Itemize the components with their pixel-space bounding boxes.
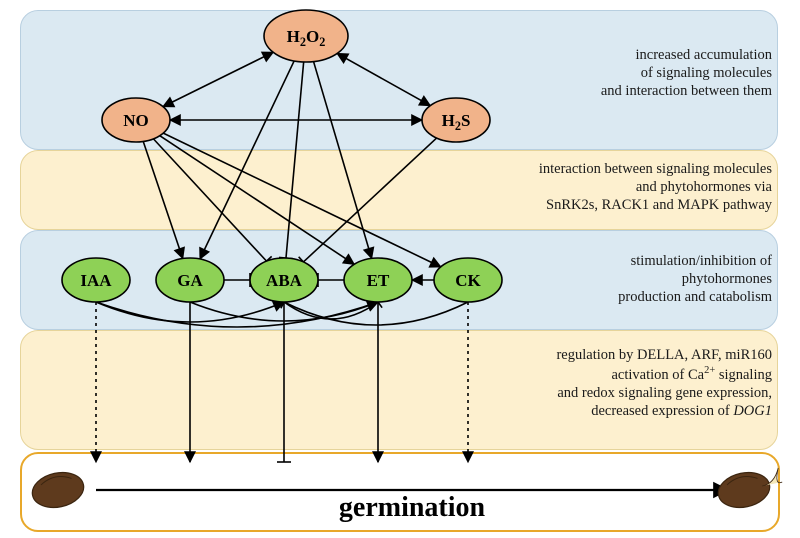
- diagram-svg: H2O2NOH2SIAAGAABAETCK: [0, 0, 800, 538]
- node-label-aba: ABA: [266, 271, 303, 290]
- node-label-no: NO: [123, 111, 149, 130]
- node-label-iaa: IAA: [80, 271, 112, 290]
- germination-label: germination: [312, 492, 512, 524]
- node-label-ck: CK: [455, 271, 481, 290]
- node-label-ga: GA: [177, 271, 203, 290]
- node-label-et: ET: [367, 271, 390, 290]
